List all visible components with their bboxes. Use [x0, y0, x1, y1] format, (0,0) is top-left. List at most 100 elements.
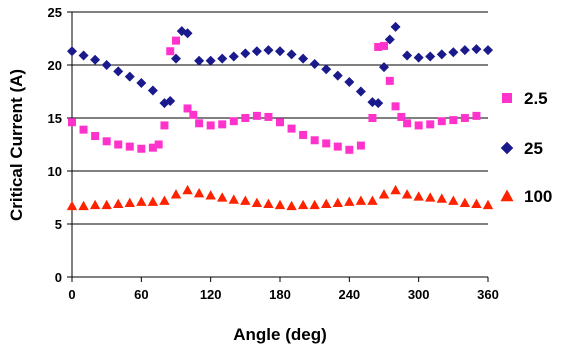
data-point: [356, 141, 365, 150]
legend-marker-100: [500, 189, 514, 202]
data-point: [321, 64, 332, 75]
data-point: [68, 118, 76, 127]
y-tick-label: 0: [55, 270, 62, 285]
series-2.5: [68, 36, 481, 154]
data-point: [78, 50, 89, 61]
data-point: [217, 53, 228, 64]
data-point: [413, 52, 424, 63]
data-point: [205, 55, 216, 66]
data-point: [298, 53, 309, 64]
data-point: [90, 54, 101, 65]
data-point: [124, 197, 135, 207]
data-point: [137, 144, 146, 153]
data-point: [355, 86, 366, 97]
data-point: [102, 137, 111, 146]
data-point: [189, 110, 198, 119]
data-point: [124, 71, 135, 82]
data-point: [101, 60, 112, 70]
y-tick-label: 15: [48, 111, 62, 126]
data-point: [299, 130, 308, 139]
x-tick-label: 240: [338, 287, 360, 302]
data-point: [459, 197, 471, 207]
data-point: [165, 96, 176, 107]
data-point: [472, 111, 481, 120]
data-point: [413, 191, 424, 201]
gridlines: [72, 11, 488, 225]
y-tick-label: 5: [55, 217, 62, 232]
data-point: [89, 199, 101, 210]
data-point: [379, 62, 389, 73]
series-25: [67, 21, 493, 109]
data-point: [425, 51, 436, 62]
y-axis-ticks: 0 5 10 15 20 25: [48, 5, 72, 285]
data-point: [448, 195, 459, 205]
data-point: [160, 121, 169, 130]
x-tick-label: 0: [68, 287, 75, 302]
data-point: [373, 98, 384, 109]
data-point: [79, 125, 88, 134]
data-point: [414, 121, 423, 130]
data-point: [391, 102, 400, 111]
data-point: [182, 28, 193, 39]
data-point: [148, 143, 157, 152]
data-point: [436, 49, 447, 60]
data-point: [252, 111, 261, 120]
data-point: [113, 66, 124, 77]
y-tick-label: 25: [48, 5, 62, 20]
series-layer: [66, 21, 494, 211]
data-point: [228, 51, 239, 62]
data-point: [218, 120, 227, 129]
data-point: [183, 104, 192, 113]
data-point: [436, 193, 447, 203]
data-point: [136, 196, 147, 206]
data-point: [287, 124, 296, 133]
data-point: [166, 47, 175, 56]
data-point: [403, 119, 412, 128]
data-point: [390, 21, 401, 32]
data-point: [241, 114, 250, 122]
legend-marker-2.5: [502, 93, 512, 103]
data-point: [276, 118, 284, 127]
data-point: [125, 142, 134, 151]
data-point: [154, 140, 163, 149]
data-point: [344, 196, 355, 206]
legend: 2.5 25 100: [500, 89, 552, 206]
data-point: [205, 190, 216, 200]
data-point: [240, 195, 251, 205]
legend-label: 25: [524, 139, 543, 158]
data-point: [385, 76, 394, 85]
data-point: [471, 198, 482, 209]
data-point: [397, 112, 406, 121]
data-point: [322, 139, 331, 148]
data-point: [275, 46, 285, 57]
data-point: [147, 85, 158, 96]
data-point: [426, 120, 435, 129]
data-point: [332, 197, 343, 207]
data-point: [193, 188, 205, 198]
data-point: [114, 140, 123, 149]
data-point: [367, 195, 378, 205]
x-tick-label: 180: [269, 287, 291, 302]
data-point: [101, 199, 112, 210]
data-point: [286, 49, 297, 60]
legend-marker-25: [500, 141, 514, 155]
data-point: [136, 78, 147, 89]
data-point: [206, 121, 215, 130]
data-point: [437, 117, 446, 126]
data-point: [355, 195, 367, 205]
data-point: [332, 70, 343, 81]
data-point: [286, 200, 297, 211]
y-tick-label: 20: [48, 58, 62, 73]
legend-label: 100: [524, 187, 552, 206]
data-point: [228, 194, 239, 204]
legend-label: 2.5: [524, 89, 548, 108]
data-point: [449, 116, 458, 125]
data-point: [78, 200, 89, 211]
data-point: [251, 46, 262, 57]
data-point: [459, 45, 470, 56]
data-point: [217, 192, 228, 202]
data-point: [460, 114, 469, 122]
series-100: [66, 184, 494, 211]
data-point: [171, 53, 181, 64]
